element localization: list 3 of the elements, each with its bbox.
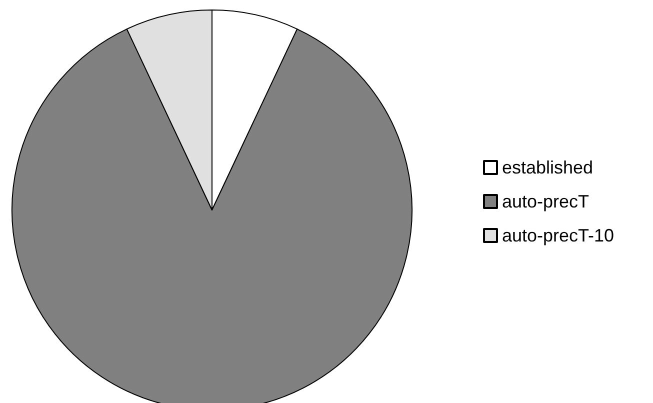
legend-label: established — [502, 158, 594, 178]
legend-label: auto-precT — [502, 192, 590, 212]
legend-label: auto-precT-10 — [502, 226, 614, 246]
